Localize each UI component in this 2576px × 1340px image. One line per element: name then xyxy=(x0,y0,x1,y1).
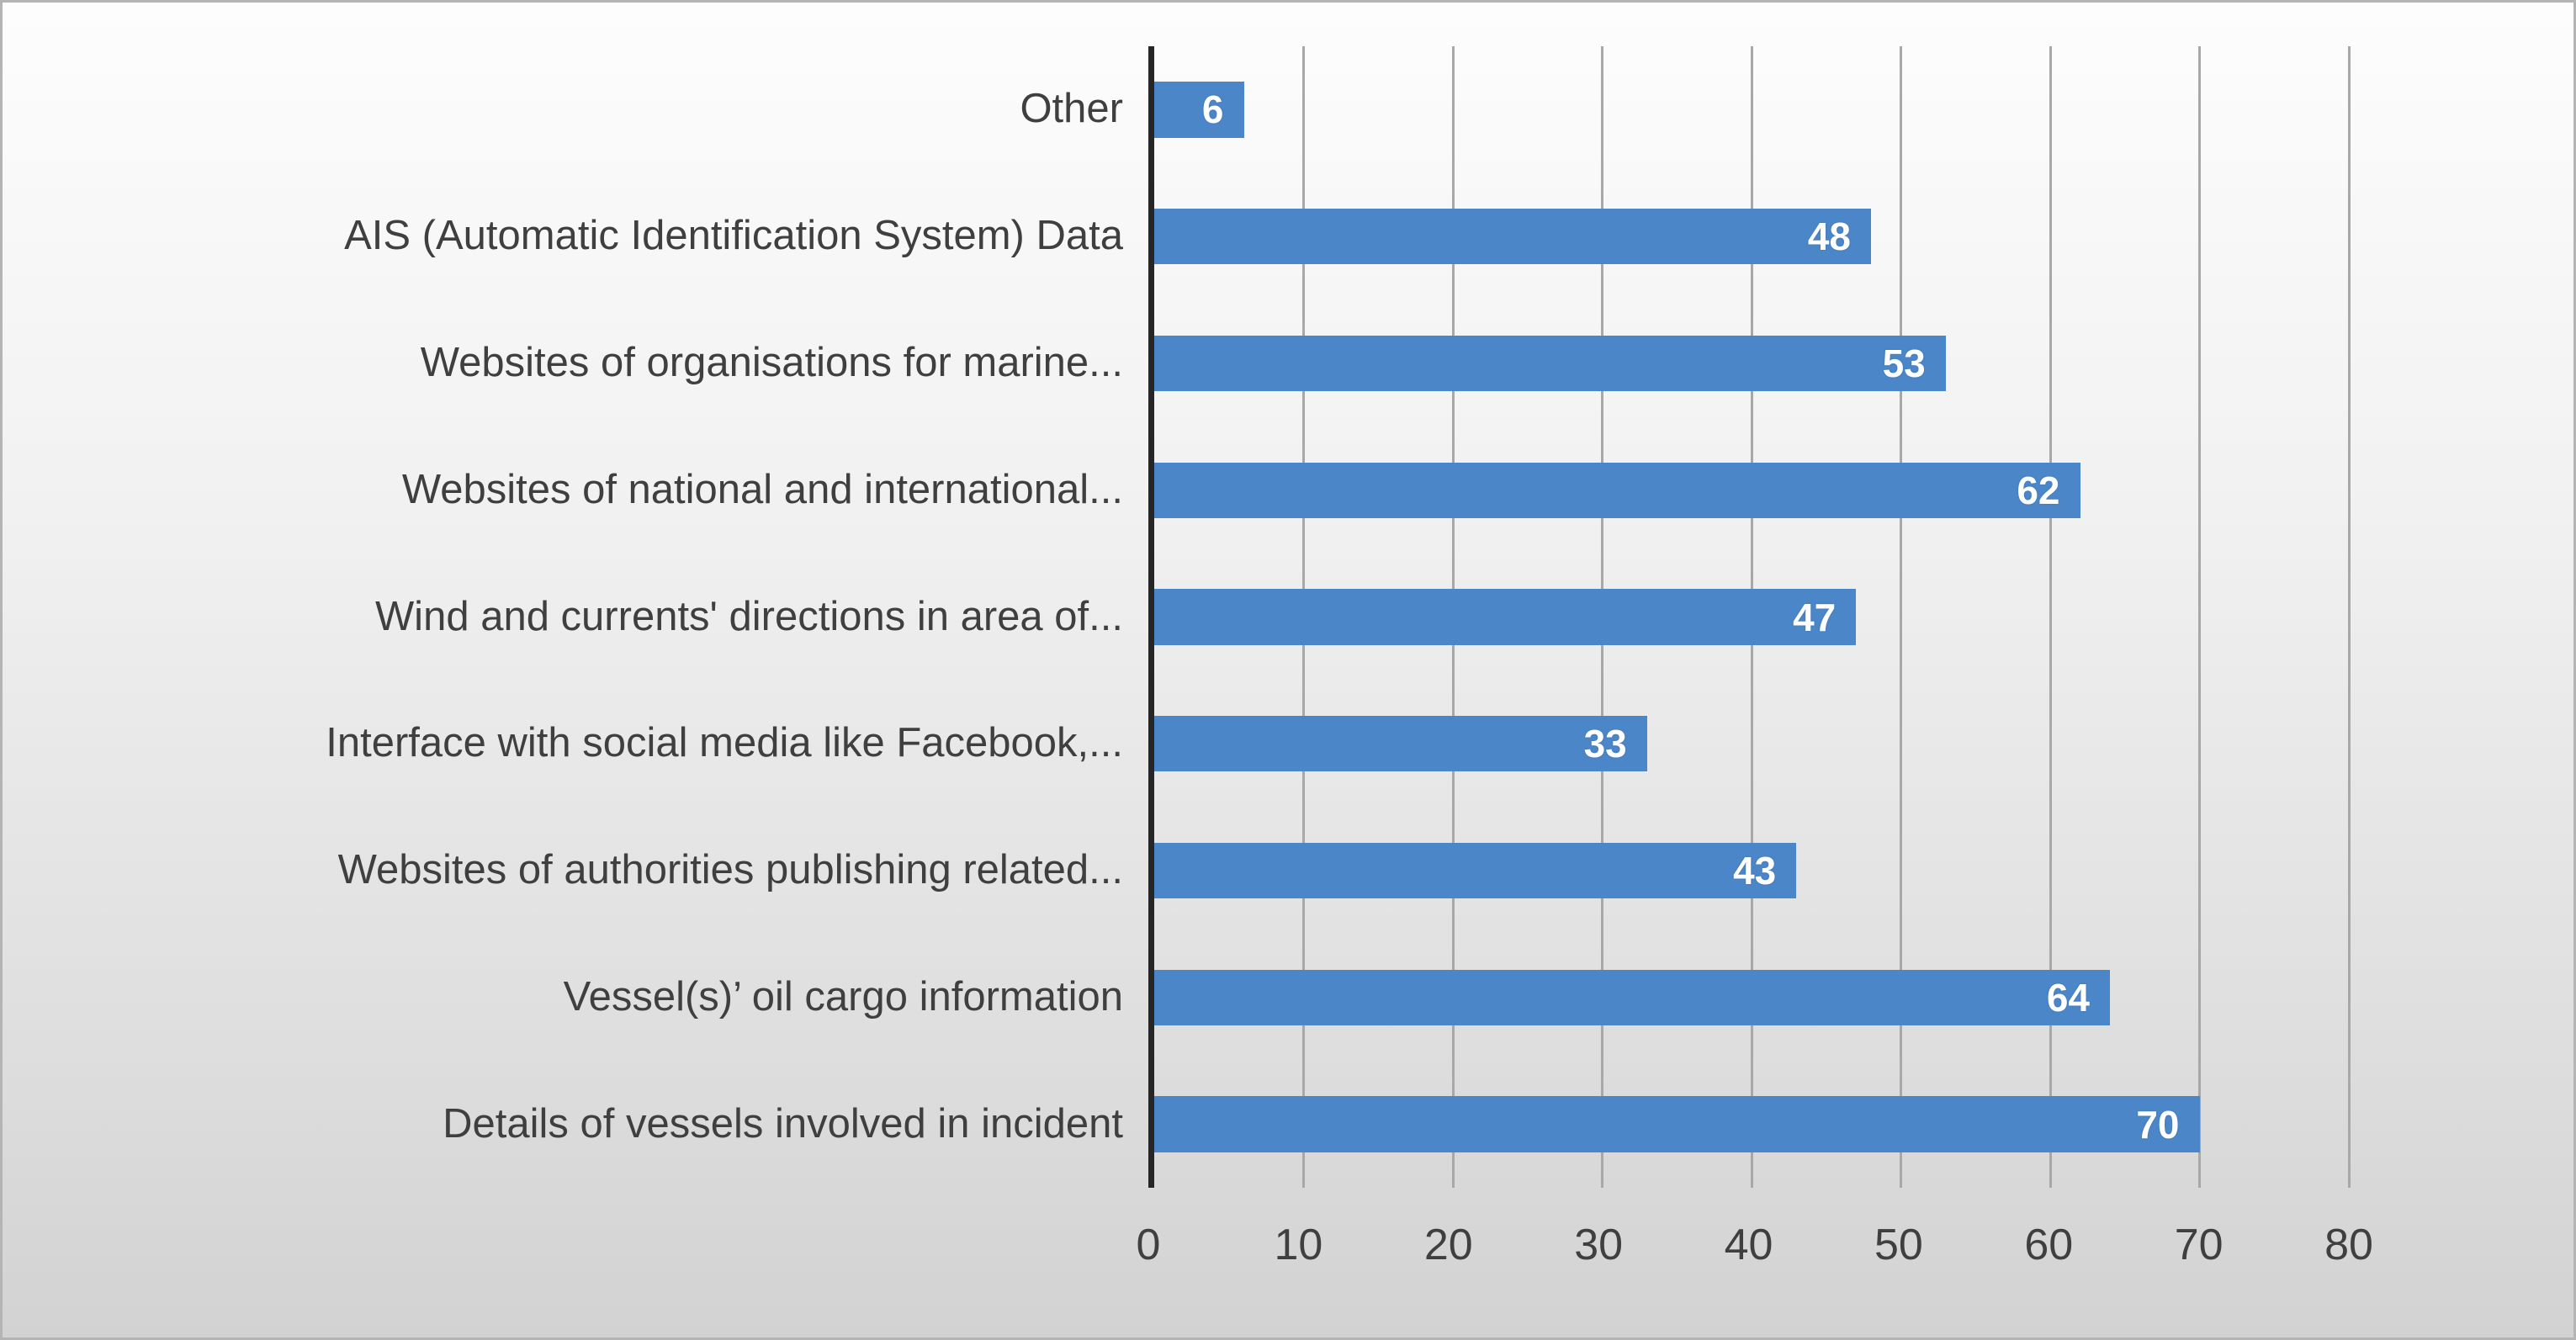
category-label: Vessel(s)’ oil cargo information xyxy=(563,973,1123,1020)
bar-value-label: 70 xyxy=(2136,1102,2180,1147)
bar-value-label: 62 xyxy=(2017,468,2060,512)
gridline xyxy=(2347,46,2351,1188)
bar-row: 48 xyxy=(1154,173,2349,300)
category-labels: Other AIS (Automatic Identification Syste… xyxy=(21,46,1148,1188)
bar-row: 33 xyxy=(1154,681,2349,808)
category-label: Details of vessels involved in incident xyxy=(443,1100,1123,1147)
bar-row: 64 xyxy=(1154,934,2349,1061)
plot-area: 6 48 53 62 47 33 43 64 70 xyxy=(1148,46,2351,1188)
bar-value-label: 33 xyxy=(1583,722,1627,766)
gridline xyxy=(2049,46,2052,1188)
x-axis-tick-label: 0 xyxy=(1136,1221,1161,1269)
category-label: Websites of organisations for marine... xyxy=(420,340,1123,385)
x-axis: 0 10 20 30 40 50 60 70 80 xyxy=(1137,1188,2373,1314)
category-label: Websites of authorities publishing relat… xyxy=(337,847,1123,893)
bar-value-label: 53 xyxy=(1882,341,1926,385)
bar-row: 53 xyxy=(1154,300,2349,427)
bar-row: 47 xyxy=(1154,553,2349,681)
category-label: Websites of national and international..… xyxy=(401,466,1123,512)
bar-row: 43 xyxy=(1154,808,2349,935)
bar-value-label: 48 xyxy=(1807,215,1851,259)
bar: 70 xyxy=(1154,1096,2200,1152)
category-label: AIS (Automatic Identification System) Da… xyxy=(344,213,1123,259)
x-axis-tick-label: 70 xyxy=(2174,1221,2224,1269)
x-axis-tick-label: 30 xyxy=(1574,1221,1624,1269)
x-axis-tick-label: 60 xyxy=(2024,1221,2074,1269)
bar: 43 xyxy=(1154,842,1797,899)
bar: 48 xyxy=(1154,209,1871,265)
bar: 62 xyxy=(1154,462,2080,518)
category-label: Interface with social media like Faceboo… xyxy=(326,720,1123,766)
bar-row: 70 xyxy=(1154,1061,2349,1188)
bar-value-label: 6 xyxy=(1201,87,1224,132)
bar: 53 xyxy=(1154,335,1946,392)
x-axis-tick-label: 10 xyxy=(1274,1221,1323,1269)
bar-value-label: 64 xyxy=(2046,975,2090,1020)
bar: 6 xyxy=(1154,82,1244,138)
gridline xyxy=(1900,46,1902,1188)
bar-row: 6 xyxy=(1154,46,2349,173)
bar: 64 xyxy=(1154,969,2110,1026)
plot-right-margin xyxy=(2349,46,2555,1188)
x-axis-tick-label: 40 xyxy=(1724,1221,1773,1269)
category-label: Other xyxy=(1020,86,1123,132)
bar-value-label: 47 xyxy=(1793,595,1837,639)
x-axis-tick-label: 80 xyxy=(2324,1221,2373,1269)
bar: 47 xyxy=(1154,589,1857,645)
x-axis-tick-label: 50 xyxy=(1874,1221,1923,1269)
gridline xyxy=(2198,46,2201,1188)
bar-row: 62 xyxy=(1154,426,2349,553)
category-label: Wind and currents' directions in area of… xyxy=(374,593,1123,639)
bar-value-label: 43 xyxy=(1733,849,1777,893)
bar: 33 xyxy=(1154,716,1647,772)
x-axis-tick-label: 20 xyxy=(1423,1221,1473,1269)
